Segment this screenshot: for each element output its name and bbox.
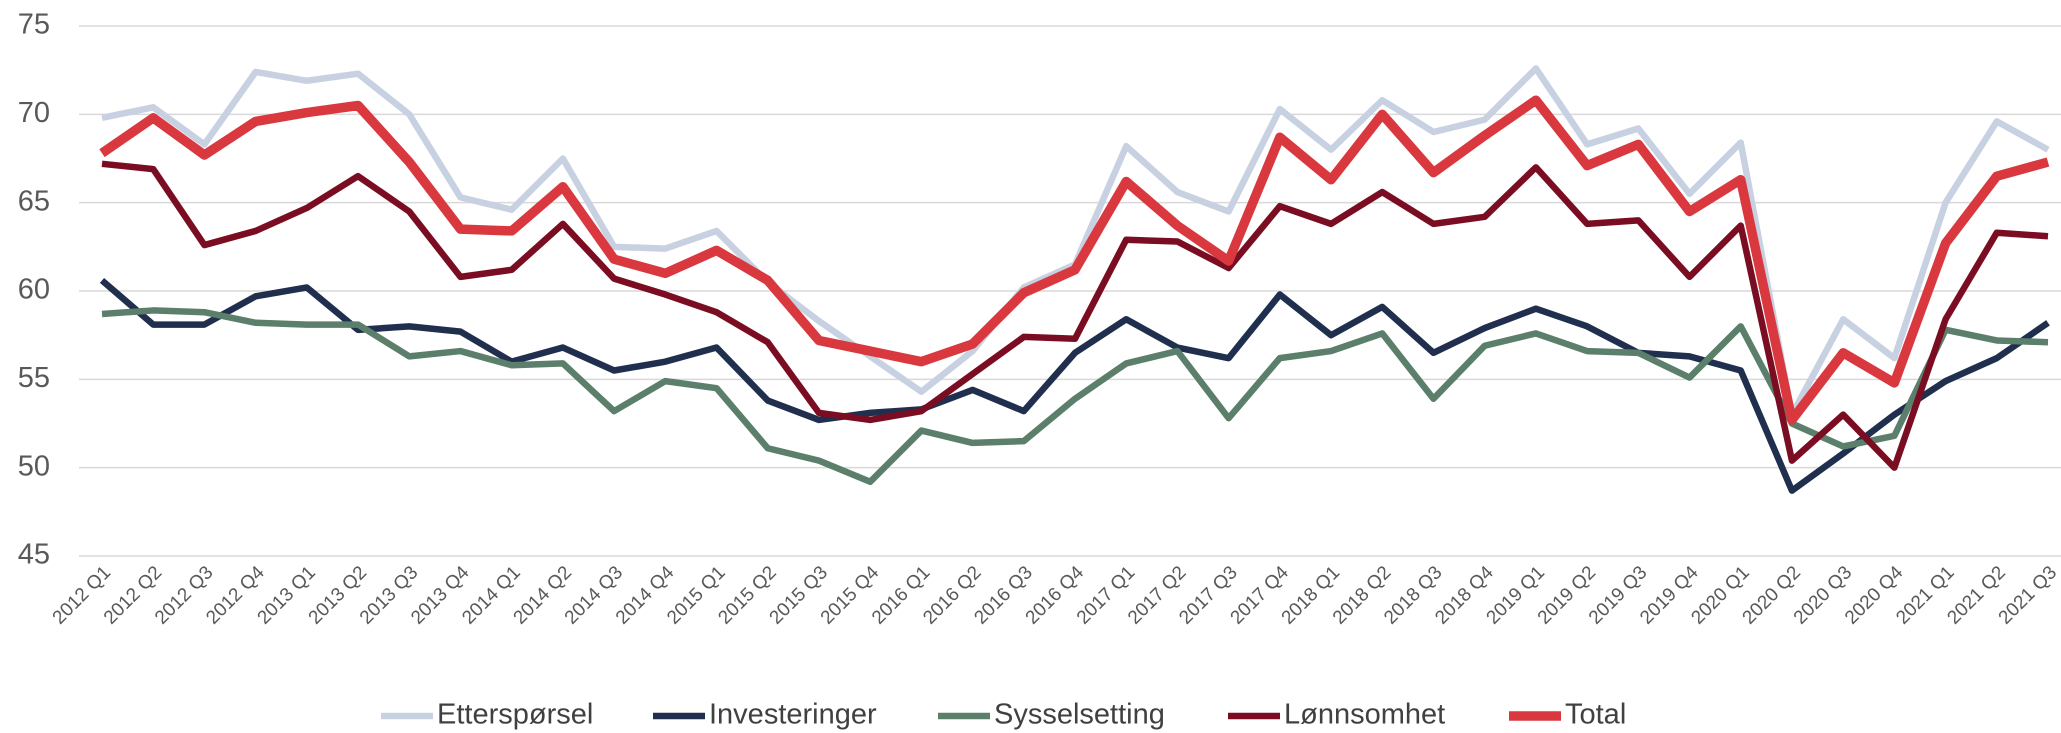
y-tick-label: 45 bbox=[18, 539, 50, 571]
legend-label: Investeringer bbox=[709, 699, 877, 731]
y-tick-label: 65 bbox=[18, 185, 50, 217]
series-line bbox=[99, 277, 2050, 494]
series-line bbox=[101, 307, 2049, 486]
y-tick-label: 55 bbox=[18, 362, 50, 394]
y-tick-label: 60 bbox=[18, 274, 50, 306]
legend-label: Sysselsetting bbox=[994, 699, 1165, 731]
series-line bbox=[101, 160, 2049, 471]
series-line bbox=[99, 95, 2050, 425]
legend-label: Total bbox=[1565, 699, 1626, 731]
legend-label: Etterspørsel bbox=[437, 699, 593, 731]
legend-label: Lønnsomhet bbox=[1284, 699, 1445, 731]
y-tick-label: 75 bbox=[18, 9, 50, 41]
y-tick-label: 70 bbox=[18, 97, 50, 129]
y-tick-label: 50 bbox=[18, 450, 50, 482]
